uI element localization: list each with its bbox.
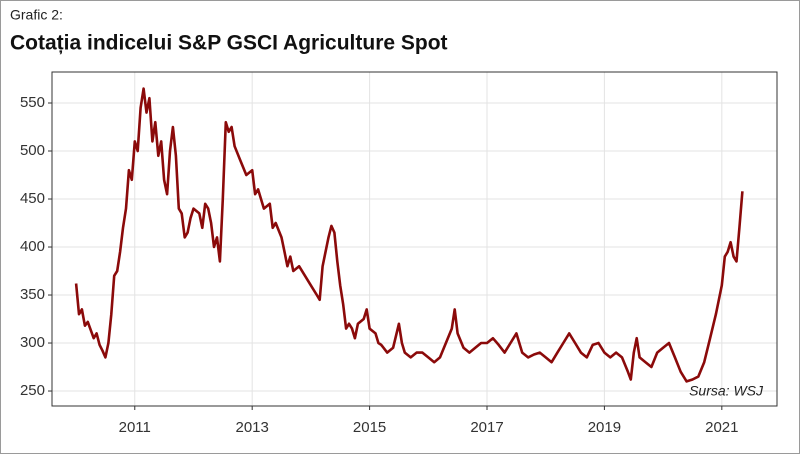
y-tick-label: 350 — [20, 286, 45, 303]
annotation: Sursa: WSJ — [689, 383, 764, 399]
chart-title: Cotația indicelui S&P GSCI Agriculture S… — [10, 32, 448, 55]
plot-border — [51, 71, 778, 407]
y-tick-label: 550 — [20, 94, 45, 111]
y-tick-label: 300 — [20, 334, 45, 351]
x-tick-label: 2013 — [235, 419, 268, 436]
y-tick-label: 400 — [20, 238, 45, 255]
y-tick-label: 450 — [20, 190, 45, 207]
x-tick-label: 2011 — [119, 419, 151, 436]
x-tick-label: 2019 — [588, 419, 621, 436]
x-tick-label: 2015 — [353, 419, 386, 436]
data-line — [74, 87, 744, 383]
y-tick-label: 500 — [20, 142, 45, 159]
x-tick-label: 2021 — [705, 419, 738, 436]
chart-subtitle: Grafic 2: — [10, 7, 63, 23]
y-tick-label: 250 — [20, 382, 45, 399]
x-tick-label: 2017 — [470, 419, 503, 436]
